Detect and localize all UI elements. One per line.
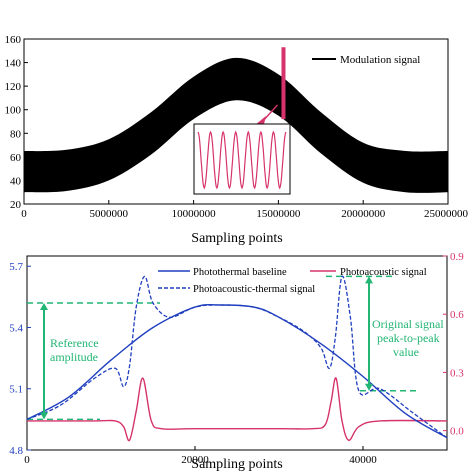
- bottom-x-axis: 0 20000 40000: [24, 446, 377, 466]
- top-x-tick-label: 25000000: [424, 208, 469, 220]
- top-y-axis: 20 40 60 80 100 120 140 160: [5, 34, 28, 211]
- zoom-inset: [193, 123, 291, 195]
- top-x-axis: 0 5000000 10000000 15000000 20000000 25000000: [21, 200, 469, 220]
- photoacoustic-line: [27, 377, 448, 442]
- amplitude-arrows: [40, 276, 373, 420]
- bottom-plot-frame: [26, 255, 448, 451]
- original-peak-arrow-head-top: [365, 276, 373, 284]
- top-y-tick-label: 60: [10, 152, 22, 164]
- top-y-tick-label: 140: [5, 58, 22, 70]
- bottom-x-tick-label: 0: [24, 454, 30, 466]
- zoom-inset-frame: [193, 123, 291, 195]
- reference-amplitude-label-line-2: amplitude: [50, 350, 98, 364]
- modulation-band: [24, 57, 448, 193]
- top-y-tick-label: 160: [5, 34, 22, 46]
- top-x-tick-label: 10000000: [172, 208, 217, 220]
- bottom-x-tick-label: 20000: [181, 454, 209, 466]
- original-signal-label-line-3: value: [393, 345, 419, 359]
- top-y-tick-label: 20: [10, 199, 22, 211]
- bottom-x-tick-label: 40000: [349, 454, 377, 466]
- bottom-left-y-tick-label: 5.7: [9, 261, 23, 273]
- reference-amplitude-label-line-1: Reference: [50, 336, 99, 350]
- top-legend-label: Modulation signal: [340, 54, 420, 66]
- legend-label-photoacoustic-thermal: Photoacoustic-thermal signal: [193, 284, 315, 295]
- original-signal-label-line-1: Original signal: [372, 317, 444, 331]
- bottom-chart-panel: 4.8 5.1 5.4 5.7 0.0 0.3 0.6 0.9 0 20000 40000 Ph…: [9, 251, 464, 472]
- bottom-right-y-tick-label: 0.0: [450, 426, 464, 438]
- bottom-left-y-tick-label: 5.4: [9, 322, 23, 334]
- top-y-tick-label: 100: [5, 105, 22, 117]
- top-x-axis-label: Sampling points: [191, 231, 282, 246]
- bottom-x-axis-label: Sampling points: [191, 457, 282, 472]
- bottom-right-y-tick-label: 0.6: [450, 309, 464, 321]
- bottom-right-y-axis: 0.0 0.3 0.6 0.9: [443, 251, 464, 438]
- original-signal-label-line-2: peak-to-peak: [377, 331, 440, 345]
- modulation-band-fill: [24, 57, 448, 193]
- bottom-left-y-tick-label: 5.1: [9, 384, 23, 396]
- bottom-right-y-tick-label: 0.9: [450, 251, 464, 263]
- legend-label-photoacoustic: Photoacoustic signal: [340, 267, 427, 278]
- bottom-left-y-tick-label: 4.8: [9, 445, 23, 457]
- original-peak-arrow-head-bottom: [365, 383, 373, 391]
- top-chart-panel: 20 40 60 80 100 120 140 160 0 5000000 10000000 150…: [5, 34, 469, 246]
- bottom-legend: Photothermal baseline Photoacoustic sign…: [158, 267, 427, 295]
- top-x-tick-label: 5000000: [90, 208, 129, 220]
- reference-amplitude-arrow-head-top: [40, 302, 48, 310]
- photoacoustic-thermal-line: [26, 275, 448, 439]
- guide-lines: [27, 275, 420, 421]
- bottom-right-y-tick-label: 0.3: [450, 367, 464, 379]
- top-legend: Modulation signal: [312, 54, 420, 66]
- top-plot-frame: [23, 38, 449, 205]
- top-x-tick-label: 15000000: [256, 208, 301, 220]
- bottom-left-y-axis: 4.8 5.1 5.4 5.7: [9, 261, 31, 457]
- top-y-tick-label: 120: [5, 81, 22, 93]
- top-y-tick-label: 40: [10, 175, 22, 187]
- legend-label-photothermal: Photothermal baseline: [193, 267, 287, 278]
- top-x-tick-label: 0: [21, 208, 27, 220]
- top-x-tick-label: 20000000: [341, 208, 386, 220]
- reference-amplitude-arrow-head-bottom: [40, 412, 48, 420]
- zoom-inset-waveform: [197, 130, 287, 190]
- zoom-arrowhead: [255, 116, 266, 125]
- top-y-tick-label: 80: [10, 128, 22, 140]
